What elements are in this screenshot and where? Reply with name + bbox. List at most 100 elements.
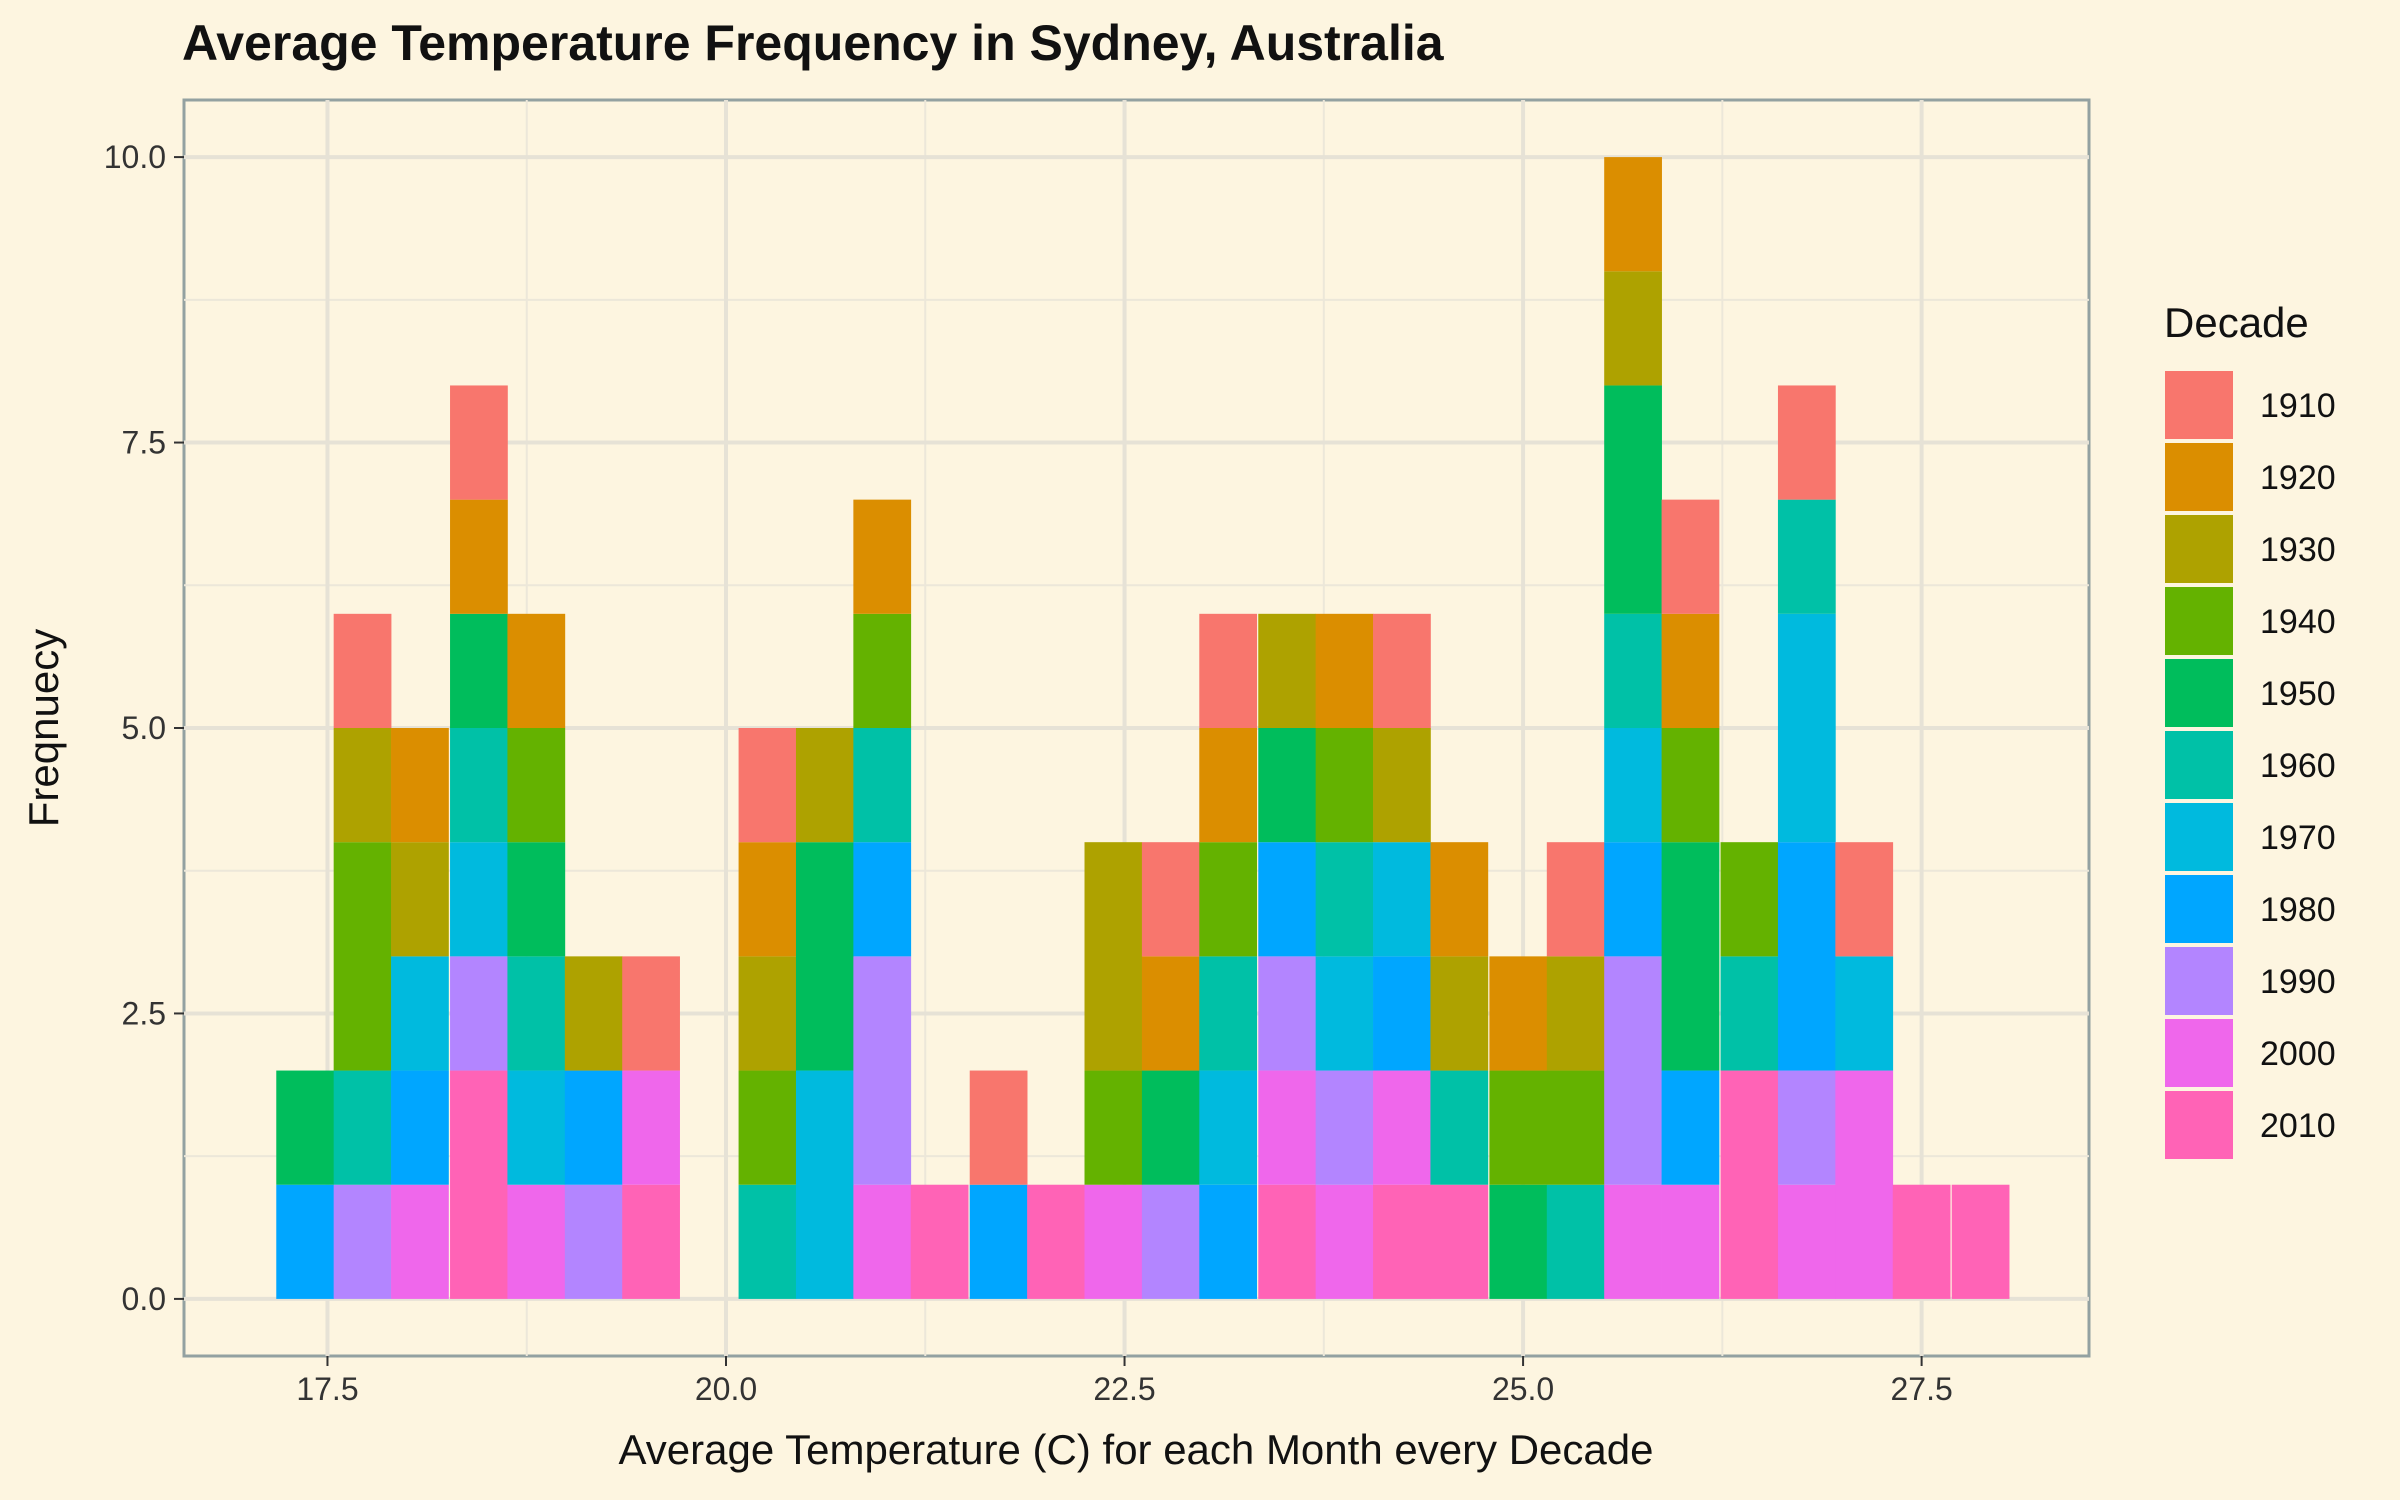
- x-tick-label: 25.0: [1492, 1371, 1554, 1407]
- legend: Decade 191019201930194019501960197019801…: [2164, 299, 2336, 1159]
- legend-swatch-1920: [2165, 443, 2233, 511]
- bar-segment-1950: [1661, 842, 1720, 1071]
- legend-swatch-1940: [2165, 587, 2233, 655]
- bar-segment-2010: [910, 1184, 969, 1299]
- bar-segment-1980: [276, 1184, 335, 1299]
- bar-segment-1970: [795, 1070, 854, 1299]
- y-tick-label: 7.5: [122, 425, 166, 461]
- bar-segment-1930: [391, 842, 449, 957]
- bar-segment-1990: [1258, 956, 1317, 1071]
- bar-segment-1910: [1199, 613, 1258, 728]
- legend-swatch-2000: [2165, 1019, 2233, 1087]
- bar-segment-1980: [1604, 842, 1662, 957]
- bar-segment-1930: [738, 956, 797, 1071]
- bar-segment-1990: [1141, 1184, 1200, 1299]
- bar-segment-1980: [969, 1184, 1028, 1299]
- x-axis-label: Average Temperature (C) for each Month e…: [619, 1426, 1654, 1473]
- bar-segment-1970: [1199, 1070, 1258, 1185]
- bar-segment-1960: [507, 956, 566, 1071]
- bar-segment-2000: [1777, 1184, 1836, 1299]
- bar-segment-1980: [1777, 842, 1836, 1071]
- legend-items: 1910 1920 1930 1940 1950 1960 1970 1980 1990 2000…: [2165, 371, 2336, 1159]
- bar-segment-1910: [1835, 842, 1894, 957]
- bar-segment-1970: [391, 956, 449, 1071]
- x-axis-ticks: 17.5 20.0 22.5 25.0 27.5: [296, 1356, 1953, 1407]
- bar-segment-1920: [1489, 956, 1548, 1071]
- bar-segment-1960: [450, 728, 508, 843]
- bar-segment-2010: [1720, 1070, 1779, 1299]
- legend-label-2000: 2000: [2260, 1035, 2336, 1073]
- bar-segment-2010: [1027, 1184, 1085, 1299]
- bar-segment-1940: [1315, 728, 1374, 843]
- bar-segment-1930: [795, 728, 854, 843]
- bar-segment-1930: [1604, 271, 1662, 386]
- bar-segment-1960: [738, 1184, 797, 1299]
- bar-segment-2000: [1373, 1070, 1431, 1185]
- bar-segment-1930: [564, 956, 623, 1071]
- bar-segment-1980: [1373, 956, 1431, 1071]
- bar-segment-1940: [1720, 842, 1779, 957]
- bar-segment-1950: [507, 842, 566, 957]
- bar-segment-1980: [1199, 1184, 1258, 1299]
- bar-segment-1910: [1546, 842, 1605, 957]
- bar-segment-1960: [1199, 956, 1258, 1071]
- bar-segment-2000: [1604, 1184, 1662, 1299]
- bar-segment-1910: [333, 613, 392, 728]
- bar-segment-1970: [1777, 613, 1836, 843]
- bar-segment-1920: [853, 499, 912, 614]
- legend-label-1990: 1990: [2260, 963, 2336, 1001]
- bar-segment-2000: [507, 1184, 566, 1299]
- bar-segment-2000: [1315, 1184, 1374, 1299]
- legend-label-1970: 1970: [2260, 819, 2336, 857]
- bar-segment-1960: [1430, 1070, 1489, 1185]
- bar-segment-1960: [333, 1070, 392, 1185]
- legend-swatch-1980: [2165, 875, 2233, 943]
- bar-segment-1930: [1084, 842, 1143, 1071]
- y-tick-label: 2.5: [122, 995, 166, 1031]
- y-tick-label: 10.0: [104, 139, 166, 175]
- bar-segment-1990: [1604, 956, 1662, 1185]
- bar-segment-1950: [1604, 385, 1662, 614]
- bar-segment-1980: [853, 842, 912, 957]
- x-tick-label: 17.5: [296, 1371, 358, 1407]
- bar-segment-1980: [391, 1070, 449, 1185]
- bar-segment-2000: [1084, 1184, 1143, 1299]
- bar-segment-1970: [1315, 956, 1374, 1071]
- x-tick-label: 20.0: [695, 1371, 757, 1407]
- bar-segment-1960: [1546, 1184, 1605, 1299]
- bar-segment-1920: [507, 613, 566, 728]
- bar-segment-2010: [1951, 1184, 2010, 1299]
- chart-title: Average Temperature Frequency in Sydney,…: [182, 15, 1444, 71]
- bar-segment-2000: [1258, 1070, 1317, 1185]
- bar-segment-1960: [853, 728, 912, 843]
- bar-segment-2000: [622, 1070, 680, 1185]
- legend-label-1920: 1920: [2260, 459, 2336, 497]
- bar-segment-2010: [1373, 1184, 1431, 1299]
- bar-segment-1920: [738, 842, 797, 957]
- bar-segment-1980: [564, 1070, 623, 1185]
- legend-swatch-1950: [2165, 659, 2233, 727]
- bar-segment-1940: [1661, 728, 1720, 843]
- bar-segment-1950: [1258, 728, 1317, 843]
- bar-segment-2000: [1835, 1070, 1894, 1299]
- bar-segment-1960: [1777, 499, 1836, 614]
- bar-segment-1920: [450, 499, 508, 614]
- bar-segment-2010: [1892, 1184, 1951, 1299]
- y-axis-label: Freqnuecy: [20, 629, 67, 827]
- legend-swatch-2010: [2165, 1091, 2233, 1159]
- bar-segment-1920: [1199, 728, 1258, 843]
- bar-segment-1940: [1199, 842, 1258, 957]
- bar-segment-1990: [450, 956, 508, 1071]
- bar-segment-1990: [853, 956, 912, 1185]
- legend-swatch-1930: [2165, 515, 2233, 583]
- bar-segment-1970: [450, 842, 508, 957]
- bars: [276, 157, 2010, 1299]
- bar-segment-1980: [1258, 842, 1317, 957]
- bar-segment-1920: [391, 728, 449, 843]
- bar-segment-1930: [1373, 728, 1431, 843]
- bar-segment-1910: [450, 385, 508, 500]
- bar-segment-1910: [1373, 613, 1431, 728]
- bar-segment-1950: [795, 842, 854, 1071]
- y-tick-label: 0.0: [122, 1281, 166, 1317]
- legend-label-1910: 1910: [2260, 387, 2336, 425]
